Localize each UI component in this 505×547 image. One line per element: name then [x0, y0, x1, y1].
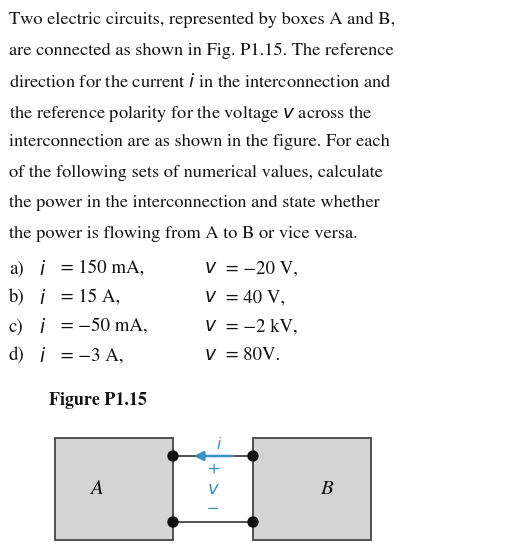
Text: = 80V.: = 80V. [221, 347, 280, 364]
Text: +: + [207, 461, 219, 477]
Text: = 40 V,: = 40 V, [221, 289, 284, 306]
Text: = 15 A,: = 15 A, [56, 289, 120, 306]
Text: d): d) [9, 347, 25, 364]
Circle shape [247, 451, 258, 461]
Text: = −2 kV,: = −2 kV, [221, 318, 297, 335]
Text: interconnection are as shown in the figure. For each: interconnection are as shown in the figu… [9, 134, 389, 150]
Text: −: − [207, 501, 219, 517]
Text: $i$: $i$ [216, 436, 222, 452]
Text: $i$: $i$ [39, 289, 46, 308]
Text: = −3 A,: = −3 A, [56, 347, 123, 364]
Text: Two electric circuits, represented by boxes A and B,: Two electric circuits, represented by bo… [9, 12, 394, 28]
Bar [252, 438, 370, 540]
Text: the power is flowing from A to B or vice versa.: the power is flowing from A to B or vice… [9, 225, 357, 242]
Text: b): b) [9, 289, 25, 306]
Text: $i$: $i$ [39, 260, 46, 279]
Text: $v$: $v$ [204, 347, 217, 364]
Text: B: B [319, 480, 332, 498]
Text: the power in the interconnection and state whether: the power in the interconnection and sta… [9, 195, 379, 211]
Text: $v$: $v$ [204, 289, 217, 306]
Text: $v$: $v$ [204, 318, 217, 335]
Circle shape [247, 517, 258, 527]
Circle shape [168, 517, 178, 527]
Text: = −20 V,: = −20 V, [221, 260, 297, 277]
Text: are connected as shown in Fig. P1.15. The reference: are connected as shown in Fig. P1.15. Th… [9, 43, 393, 59]
Text: c): c) [9, 318, 24, 335]
Circle shape [168, 451, 178, 461]
Text: = −50 mA,: = −50 mA, [56, 318, 147, 335]
Text: Figure P1.15: Figure P1.15 [49, 392, 146, 409]
Text: $v$: $v$ [204, 260, 217, 277]
Text: $i$: $i$ [39, 347, 46, 366]
Text: A: A [90, 480, 103, 498]
Text: of the following sets of numerical values, calculate: of the following sets of numerical value… [9, 165, 382, 181]
Text: = 150 mA,: = 150 mA, [56, 260, 144, 277]
Text: $v$: $v$ [206, 481, 219, 498]
Text: a): a) [9, 260, 24, 277]
Text: $i$: $i$ [39, 318, 46, 337]
Text: the reference polarity for the voltage $v$ across the: the reference polarity for the voltage $… [9, 103, 372, 125]
Text: direction for the current $i$ in the interconnection and: direction for the current $i$ in the int… [9, 73, 391, 91]
Bar [55, 438, 173, 540]
